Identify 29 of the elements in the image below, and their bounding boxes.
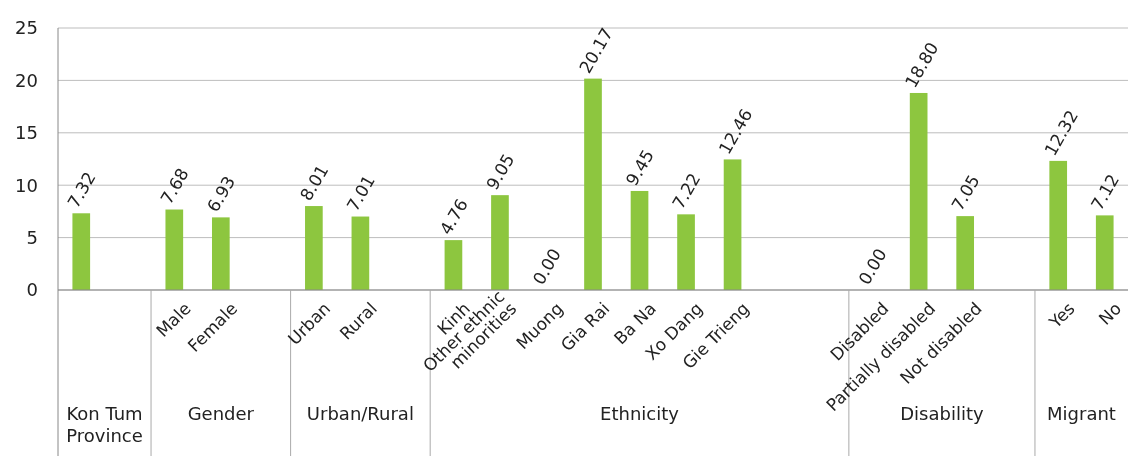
bar <box>630 190 649 290</box>
bar <box>1095 215 1114 290</box>
y-tick-label: 25 <box>15 17 38 39</box>
bar <box>305 206 323 290</box>
bar <box>1049 160 1068 290</box>
bar <box>444 240 463 290</box>
bar <box>491 195 509 290</box>
x-tick-label: No <box>1094 298 1126 329</box>
x-tick-label: Yes <box>1044 298 1079 333</box>
bar <box>723 159 742 290</box>
text: Gender <box>187 403 255 424</box>
bar <box>677 214 695 290</box>
y-tick-label: 10 <box>15 174 38 196</box>
text: Kon Tum Province <box>66 403 143 446</box>
y-tick-label: 15 <box>15 122 38 144</box>
text: Ethnicity <box>600 403 680 424</box>
y-tick-label: 0 <box>26 279 38 301</box>
bar <box>165 209 184 290</box>
bar <box>956 216 975 290</box>
bar <box>909 92 928 290</box>
text: Disability <box>900 403 984 424</box>
text: Urban/Rural <box>306 403 414 424</box>
text: Migrant <box>1047 403 1116 424</box>
y-tick-label: 20 <box>15 69 38 91</box>
bar <box>584 78 602 290</box>
bar <box>211 217 230 290</box>
y-tick-label: 5 <box>26 226 38 248</box>
bar <box>351 216 370 290</box>
bar <box>72 213 91 290</box>
